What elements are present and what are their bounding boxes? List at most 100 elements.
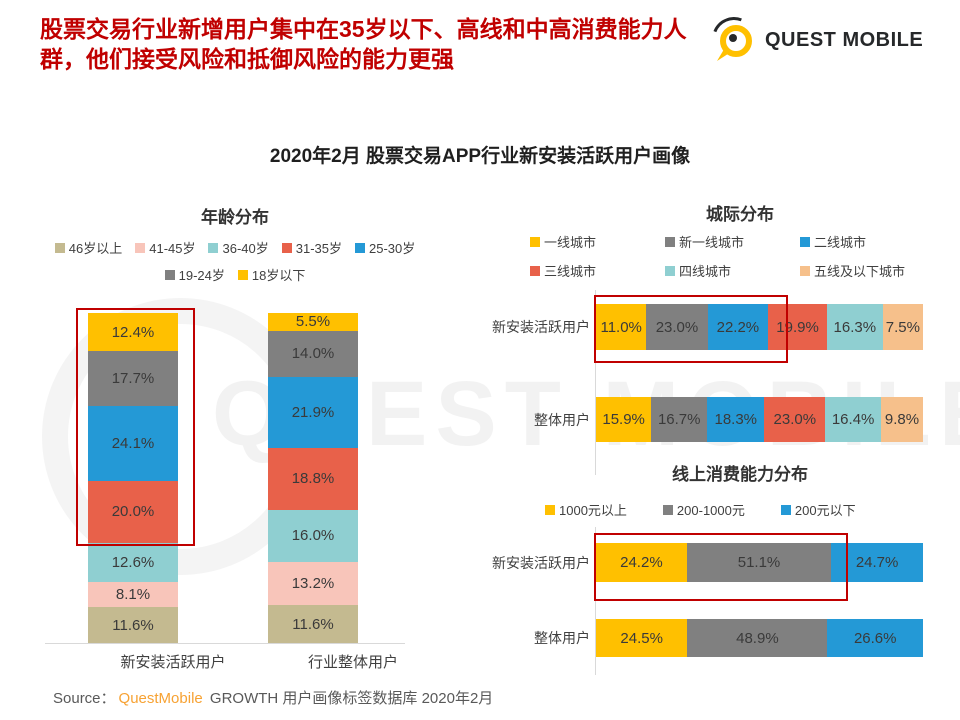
consume-chart-legend: 1000元以上 200-1000元 200元以下 [545, 500, 856, 519]
legend-label: 31-35岁 [295, 241, 342, 256]
legend-item: 1000元以上 [545, 500, 627, 519]
legend-color-swatch [800, 236, 810, 247]
consume-chart-axis-line [595, 527, 596, 675]
bar-value-label: 12.6% [111, 553, 155, 571]
city-chart-axis-line [595, 290, 596, 475]
legend-label: 19-24岁 [178, 268, 225, 283]
bar-segment: 8.1% [88, 581, 178, 608]
bar-segment: 7.5% [882, 304, 923, 350]
bar-segment: 12.6% [88, 542, 178, 582]
bar-segment: 16.3% [826, 304, 883, 350]
city-chart-legend: 一线城市 新一线城市 二线城市 三线城市 四线城市 五线及以下城市 [530, 232, 960, 280]
bar-value-label: 24.2% [620, 554, 663, 571]
legend-color-swatch [662, 504, 673, 515]
bar-segment: 19.9% [768, 304, 827, 350]
bar-row: 新安装活跃用户 11.0% 23.0% 22.2% 19.9% 16.3% 7.5% [478, 304, 923, 350]
bar-value-label: 17.7% [111, 370, 155, 388]
legend-item: 19-24岁 [164, 265, 225, 284]
age-chart-axis-line [45, 643, 405, 644]
logo-ring [720, 25, 752, 57]
legend-item: 三线城市 [530, 261, 665, 280]
page-title: 股票交易行业新增用户集中在35岁以下、高线和中高消费能力人群，他们接受风险和抵御… [40, 16, 687, 72]
legend-color-swatch [164, 269, 175, 280]
legend-item: 46岁以上 [54, 238, 123, 257]
bar-segment: 16.0% [268, 509, 358, 562]
bar-value-label: 48.9% [736, 629, 779, 647]
bar-segment: 11.0% [596, 304, 647, 350]
age-stacked-bar: 5.5% 14.0% 21.9% 18.8% 16.0% 13.2% 11.6% [268, 313, 358, 643]
legend-label: 41-45岁 [149, 241, 196, 256]
bar-value-label: 13.2% [291, 575, 335, 592]
legend-color-swatch [800, 265, 810, 276]
bar-value-label: 23.0% [655, 318, 699, 336]
age-chart-legend: 46岁以上 41-45岁 36-40岁 31-35岁 25-30岁 19-24岁 18岁以下 [40, 238, 430, 284]
bar-segment: 24.5% [596, 619, 688, 657]
stacked-bar: 24.5% 48.9% 26.6% [596, 619, 923, 657]
bar-value-label: 11.0% [600, 318, 642, 336]
stacked-bar: 15.9% 16.7% 18.3% 23.0% 16.4% 9.8% [596, 397, 923, 442]
legend-color-swatch [530, 265, 540, 276]
legend-color-swatch [135, 242, 146, 253]
legend-color-swatch [665, 265, 675, 276]
bar-segment: 16.4% [825, 397, 881, 442]
bar-segment: 21.9% [268, 376, 358, 449]
consume-chart-title: 线上消费能力分布 [672, 465, 808, 484]
bar-segment: 18.8% [268, 448, 358, 510]
bar-segment: 26.6% [827, 619, 923, 657]
legend-label: 二线城市 [814, 235, 867, 250]
legend-item: 18岁以下 [237, 265, 306, 284]
legend-color-swatch [530, 236, 540, 247]
row-category-label: 整体用户 [534, 411, 590, 428]
bar-value-label: 24.5% [620, 629, 663, 647]
legend-label: 18岁以下 [251, 268, 306, 283]
bar-value-label: 51.1% [737, 554, 781, 571]
row-category-label: 新安装活跃用户 [492, 319, 590, 335]
source-prefix: Source： [53, 690, 116, 707]
bar-value-label: 14.0% [291, 345, 335, 363]
bar-segment: 14.0% [268, 330, 358, 377]
bar-value-label: 16.4% [831, 411, 875, 428]
legend-color-swatch [237, 269, 248, 280]
bar-segment: 23.0% [764, 397, 826, 442]
legend-color-swatch [208, 242, 219, 253]
legend-label: 36-40岁 [222, 241, 269, 256]
legend-item: 五线及以下城市 [800, 261, 960, 280]
bar-value-label: 26.6% [853, 629, 897, 647]
row-category-label: 新安装活跃用户 [492, 554, 590, 571]
legend-label: 46岁以上 [68, 241, 123, 256]
bar-segment: 24.1% [88, 406, 178, 481]
questmobile-logo-icon [704, 9, 764, 69]
legend-label: 200-1000元 [676, 503, 745, 518]
legend-label: 三线城市 [544, 264, 597, 279]
legend-label: 200元以下 [794, 503, 856, 518]
bar-segment: 9.8% [880, 397, 923, 442]
bar-value-label: 20.0% [111, 503, 155, 521]
bar-value-label: 16.7% [657, 411, 701, 428]
bar-row: 整体用户 15.9% 16.7% 18.3% 23.0% 16.4% 9.8% [478, 397, 923, 442]
legend-label: 五线及以下城市 [814, 264, 906, 279]
bar-value-label: 22.2% [716, 318, 760, 336]
bar-segment: 11.6% [88, 607, 178, 643]
stacked-bar: 24.2% 51.1% 24.7% [596, 543, 923, 582]
source-brand: QuestMobile [118, 690, 203, 707]
bar-value-label: 9.8% [884, 411, 920, 428]
bar-segment: 24.7% [831, 543, 923, 582]
bar-segment: 23.0% [646, 304, 708, 350]
legend-item: 一线城市 [530, 232, 665, 251]
legend-color-swatch [354, 242, 365, 253]
source-line: Source： QuestMobile GROWTH 用户画像标签数据库 2020… [53, 687, 493, 708]
logo-wordmark: QUEST MOBILE [765, 28, 924, 51]
bar-value-label: 19.9% [776, 318, 819, 336]
bar-segment: 13.2% [268, 561, 358, 606]
row-category-label: 整体用户 [534, 630, 590, 646]
bar-segment: 48.9% [687, 619, 828, 657]
legend-item: 25-30岁 [354, 238, 415, 257]
bar-segment: 12.4% [88, 313, 178, 352]
source-rest: GROWTH 用户画像标签数据库 2020年2月 [205, 690, 494, 707]
bar-value-label: 7.5% [885, 318, 920, 336]
axis-category-label: 行业整体用户 [307, 654, 398, 671]
bar-value-label: 24.1% [111, 435, 155, 453]
bar-value-label: 11.6% [112, 616, 154, 634]
legend-label: 四线城市 [679, 264, 732, 279]
